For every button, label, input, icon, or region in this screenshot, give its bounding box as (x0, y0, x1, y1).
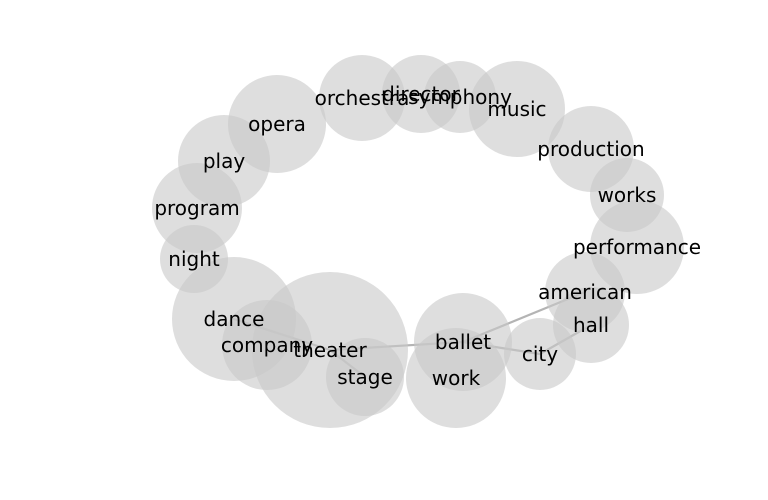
label-stage: stage (337, 365, 393, 389)
label-orchestra: orchestra (315, 86, 410, 110)
label-city: city (522, 342, 558, 366)
bubble-music (469, 61, 565, 157)
label-dance: dance (204, 307, 265, 331)
label-director: director (382, 82, 460, 106)
label-work: work (432, 366, 481, 390)
bubble-program (152, 163, 242, 253)
label-theater: theater (293, 338, 367, 362)
label-program: program (154, 196, 239, 220)
label-music: music (487, 97, 546, 121)
label-performance: performance (573, 235, 701, 259)
label-american: american (538, 280, 632, 304)
label-hall: hall (573, 313, 609, 337)
label-ballet: ballet (435, 330, 491, 354)
label-production: production (537, 137, 644, 161)
bubble-layer (152, 55, 684, 428)
label-symphony: symphony (408, 85, 512, 109)
bubble-city (504, 318, 576, 390)
label-works: works (598, 183, 657, 207)
label-opera: opera (248, 112, 306, 136)
bubble-orchestra (319, 55, 405, 141)
label-company: company (221, 333, 313, 357)
label-night: night (168, 247, 220, 271)
bubble-stage (326, 338, 404, 416)
bubble-work (406, 328, 506, 428)
label-play: play (203, 149, 246, 173)
